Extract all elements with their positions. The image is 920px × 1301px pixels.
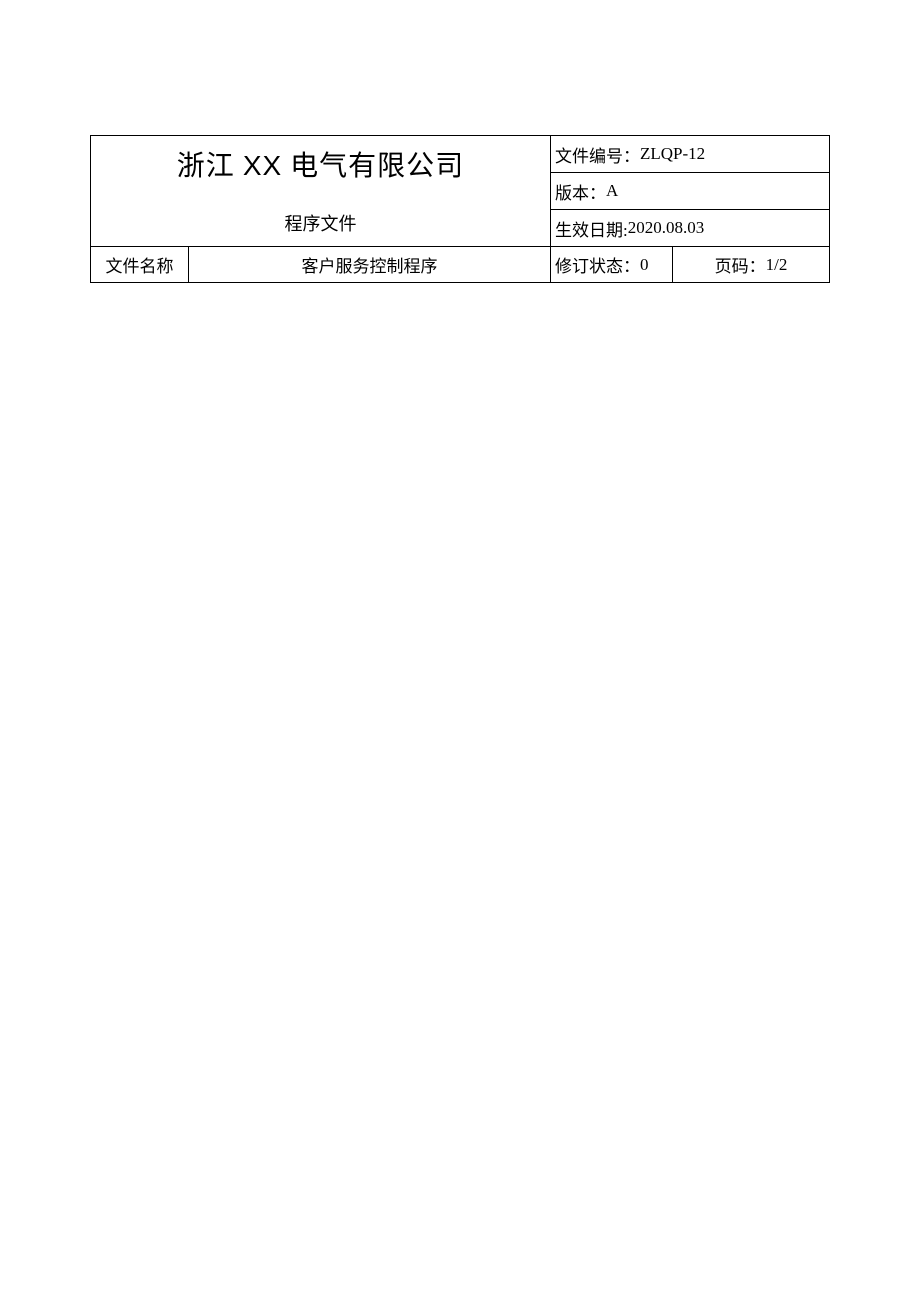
doc-number-row: 文件编号：ZLQP-12 bbox=[551, 136, 829, 173]
effective-date-label: 生效日期: bbox=[555, 216, 628, 241]
company-name: 浙江 XX 电气有限公司 bbox=[177, 144, 464, 184]
doc-number-value: ZLQP-12 bbox=[640, 144, 705, 164]
company-name-prefix: 浙江 bbox=[177, 151, 243, 182]
document-header-table: 浙江 XX 电气有限公司 程序文件 文件编号：ZLQP-12 版本：A 生效日期… bbox=[90, 135, 830, 283]
filename-value-cell: 客户服务控制程序 bbox=[189, 247, 551, 282]
version-row: 版本：A bbox=[551, 173, 829, 210]
version-value: A bbox=[606, 181, 618, 201]
filename-label-cell: 文件名称 bbox=[91, 247, 189, 282]
filename-label: 文件名称 bbox=[106, 252, 174, 277]
doc-number-label: 文件编号： bbox=[555, 142, 640, 167]
effective-date-value: 2020.08.03 bbox=[628, 218, 705, 238]
effective-date-row: 生效日期:2020.08.03 bbox=[551, 210, 829, 246]
revision-label: 修订状态： bbox=[555, 252, 640, 277]
header-top-row: 浙江 XX 电气有限公司 程序文件 文件编号：ZLQP-12 版本：A 生效日期… bbox=[91, 136, 829, 246]
company-section: 浙江 XX 电气有限公司 程序文件 bbox=[91, 136, 551, 246]
version-label: 版本： bbox=[555, 179, 606, 204]
header-bottom-row: 文件名称 客户服务控制程序 修订状态：0 页码：1/2 bbox=[91, 246, 829, 282]
company-name-suffix: 电气有限公司 bbox=[282, 151, 464, 182]
company-name-xx: XX bbox=[243, 150, 282, 181]
page-label: 页码： bbox=[715, 252, 766, 277]
document-type-label: 程序文件 bbox=[285, 210, 357, 236]
revision-value: 0 bbox=[640, 255, 649, 275]
revision-cell: 修订状态：0 bbox=[551, 247, 673, 282]
filename-value: 客户服务控制程序 bbox=[302, 252, 438, 277]
info-section: 文件编号：ZLQP-12 版本：A 生效日期:2020.08.03 bbox=[551, 136, 829, 246]
page-value: 1/2 bbox=[766, 255, 788, 275]
page-cell: 页码：1/2 bbox=[673, 247, 829, 282]
